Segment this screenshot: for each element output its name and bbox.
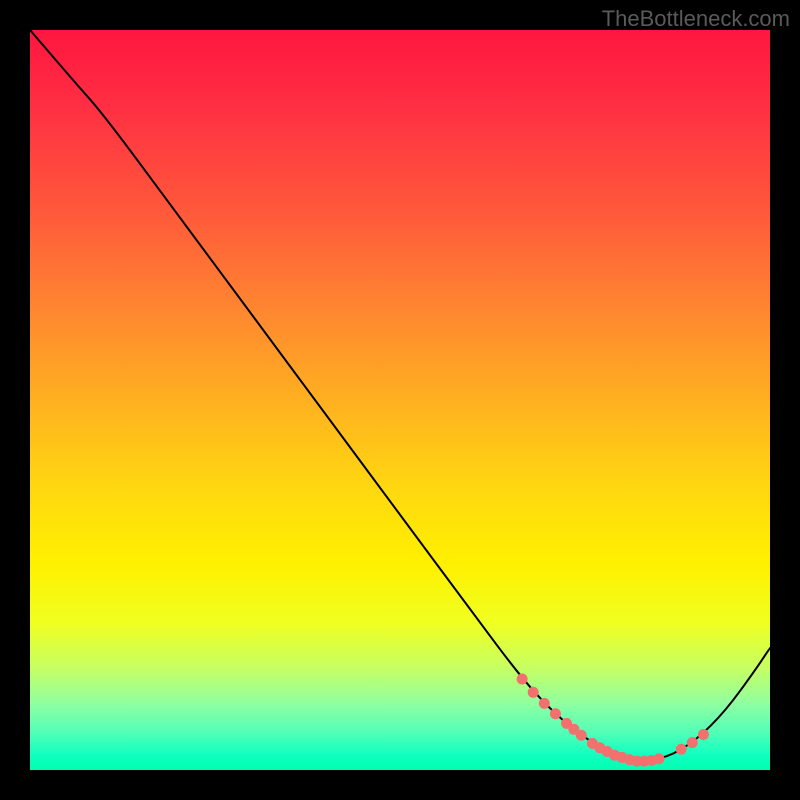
chart-marker-point xyxy=(528,687,538,697)
chart-marker-group xyxy=(517,674,708,766)
chart-marker-point xyxy=(676,744,686,754)
chart-marker-point xyxy=(654,754,664,764)
chart-marker-point xyxy=(687,738,697,748)
chart-marker-point xyxy=(576,730,586,740)
watermark-text: TheBottleneck.com xyxy=(602,6,790,32)
chart-curve-line xyxy=(30,30,770,760)
chart-marker-point xyxy=(517,674,527,684)
chart-marker-point xyxy=(550,709,560,719)
chart-plot-area xyxy=(30,30,770,770)
chart-marker-point xyxy=(698,729,708,739)
chart-marker-point xyxy=(539,698,549,708)
chart-curve-layer xyxy=(30,30,770,770)
